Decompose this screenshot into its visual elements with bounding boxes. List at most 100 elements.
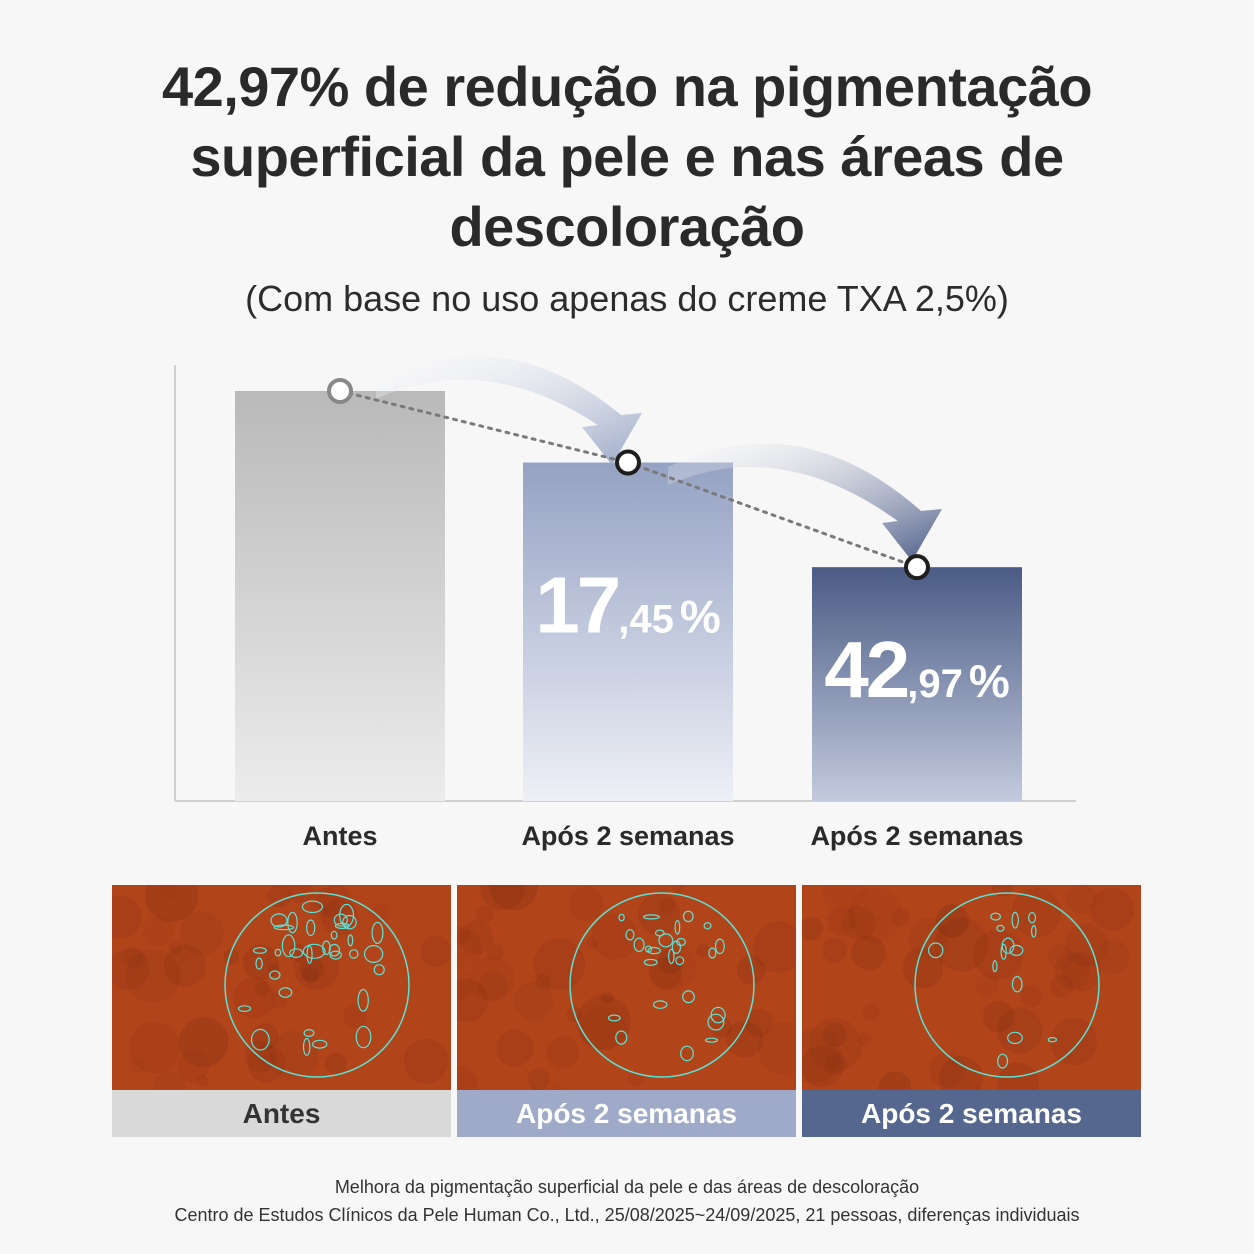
skin-texture — [130, 1057, 146, 1074]
skin-texture — [851, 935, 886, 971]
skin-texture — [533, 938, 586, 991]
skin-texture — [475, 905, 494, 924]
pigment-spot-outline — [357, 988, 369, 1012]
skin-texture — [267, 885, 292, 908]
pigment-spot-outline — [328, 943, 341, 957]
trend-point-2 — [615, 449, 641, 476]
skin-texture — [647, 941, 697, 991]
skin-texture — [974, 972, 999, 998]
pigment-spot-outline — [647, 946, 661, 955]
pigment-spot-outline — [680, 1045, 694, 1062]
pigment-spot-outline — [703, 922, 712, 930]
skin-texture — [822, 937, 847, 963]
analysis-circle — [224, 892, 410, 1078]
pigment-spot-outline — [676, 937, 686, 947]
pigment-spot-outline — [305, 919, 316, 937]
pigment-spot-outline — [1011, 975, 1023, 993]
reduction-arrow-2 — [668, 443, 942, 561]
pigment-spot-outline — [668, 948, 675, 965]
pigment-spot-outline — [270, 913, 288, 928]
pigment-spot-outline — [252, 947, 267, 954]
pigment-spot-outline — [255, 957, 263, 970]
skin-texture — [753, 921, 796, 973]
skin-texture — [145, 885, 199, 922]
skin-texture — [153, 1071, 186, 1090]
title-line-2: superficial da pele e nas áreas de — [190, 125, 1064, 188]
footer-line-1: Melhora da pigmentação superficial da pe… — [334, 1177, 920, 1197]
page-title: 42,97% de redução na pigmentação superfi… — [40, 52, 1214, 262]
skin-texture — [496, 1029, 534, 1067]
skin-texture — [176, 1049, 210, 1083]
skin-texture — [457, 928, 484, 969]
skin-texture — [827, 906, 857, 937]
skin-texture — [527, 1068, 550, 1090]
skin-texture — [267, 963, 281, 977]
bar-value-label: 42,97% — [824, 625, 1010, 714]
pigment-spot-outline — [625, 929, 635, 941]
pigment-spot-outline — [704, 1037, 719, 1043]
skin-texture — [637, 893, 680, 936]
skin-texture — [820, 885, 868, 912]
pigment-spot-outline — [652, 1000, 668, 1009]
skin-texture — [223, 949, 239, 965]
title-line-1: 42,97% de redução na pigmentação — [161, 55, 1093, 118]
skin-texture — [324, 1052, 347, 1075]
title-line-3: descoloração — [449, 195, 805, 258]
skin-texture — [802, 1045, 844, 1088]
pigment-spot-outline — [349, 949, 359, 959]
skin-texture — [1020, 985, 1043, 1008]
skin-texture — [726, 1020, 764, 1058]
skin-texture — [1095, 939, 1130, 975]
pigment-spot-outline — [311, 1039, 328, 1049]
pigment-spot-outline — [675, 956, 685, 966]
bar-1 — [235, 391, 445, 801]
skin-texture — [802, 916, 823, 941]
before-after-photos: Antes Após 2 semanas Após 2 semanas — [112, 885, 1142, 1137]
skin-texture — [293, 944, 340, 991]
skin-texture — [809, 1018, 862, 1072]
pigment-spot-outline — [334, 922, 350, 930]
skin-texture — [469, 955, 515, 1001]
pigment-spot-outline — [373, 964, 385, 976]
pigment-spot-outline — [607, 1014, 621, 1022]
skin-texture — [179, 911, 224, 956]
pigment-spot-outline — [996, 924, 1005, 932]
pigment-spot-outline — [633, 937, 645, 953]
pigment-spot-outline — [250, 1028, 270, 1051]
pigment-spot-outline — [301, 900, 323, 914]
skin-texture — [579, 1005, 626, 1052]
pigment-spot-outline — [643, 958, 658, 966]
skin-texture — [299, 956, 325, 982]
photo-label: Após 2 semanas — [457, 1090, 796, 1137]
skin-texture — [302, 967, 319, 984]
bar-3 — [812, 567, 1022, 801]
pigment-spot-outline — [997, 1053, 1009, 1069]
pigment-spot-outline — [1000, 943, 1007, 960]
skin-texture — [457, 968, 474, 1001]
reduction-bar-chart: Antes Após 2 semanas Após 2 semanas 17,45 % 4… — [174, 356, 1076, 851]
skin-texture — [736, 955, 766, 985]
skin-texture — [973, 929, 1024, 980]
pigment-spot-outline — [347, 934, 354, 947]
photo-panel-after-1: Após 2 semanas — [457, 885, 796, 1137]
skin-texture — [125, 949, 180, 1004]
pigment-spot-outline — [1028, 912, 1037, 924]
skin-texture — [534, 974, 551, 991]
pigment-spot-outline — [1011, 911, 1019, 929]
skin-texture — [591, 913, 638, 960]
skin-texture — [841, 905, 877, 941]
pigment-spot-outline — [714, 938, 725, 955]
skin-texture — [269, 1030, 319, 1080]
pigment-spot-outline — [927, 942, 944, 959]
skin-texture — [936, 903, 970, 938]
skin-texture — [1050, 1017, 1098, 1066]
skin-texture — [568, 886, 604, 921]
skin-texture — [658, 948, 684, 974]
pigment-spot-outline — [707, 1013, 725, 1031]
pigment-spot-outline — [1009, 944, 1024, 957]
skin-texture — [585, 937, 598, 950]
skin-texture — [486, 944, 504, 961]
skin-texture — [479, 885, 525, 911]
skin-texture — [576, 995, 631, 1050]
bar-value-label: 17,45% — [535, 561, 721, 650]
